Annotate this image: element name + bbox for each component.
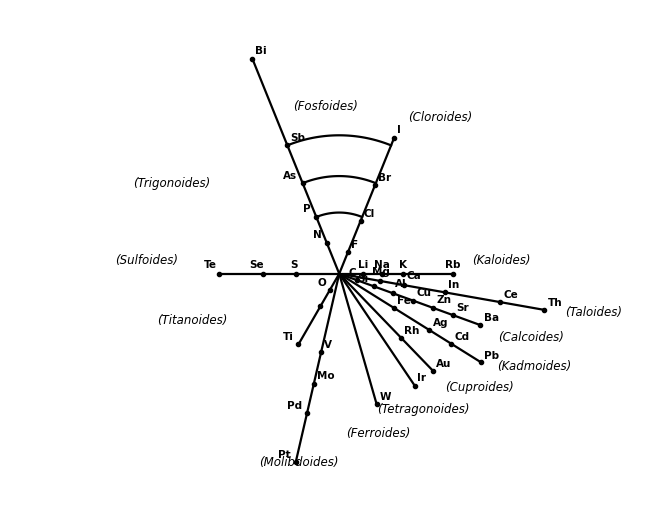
Text: Rh: Rh	[404, 326, 420, 336]
Text: C: C	[349, 268, 356, 278]
Text: In: In	[448, 280, 459, 290]
Text: (Cloroides): (Cloroides)	[408, 111, 472, 124]
Text: Na: Na	[374, 260, 390, 270]
Text: Mo: Mo	[317, 371, 334, 381]
Text: S: S	[290, 260, 298, 270]
Text: W: W	[380, 391, 391, 401]
Text: Se: Se	[250, 260, 264, 270]
Text: Br: Br	[378, 173, 392, 183]
Text: Ti: Ti	[283, 332, 294, 342]
Text: (Ferroides): (Ferroides)	[346, 427, 410, 440]
Text: Bi: Bi	[254, 46, 266, 56]
Text: Fe: Fe	[397, 296, 411, 306]
Text: N: N	[313, 230, 321, 240]
Text: (Sulfoides): (Sulfoides)	[115, 255, 178, 267]
Text: Au: Au	[436, 359, 452, 369]
Text: Ba: Ba	[484, 313, 499, 323]
Text: F: F	[351, 240, 359, 250]
Text: Ca: Ca	[407, 271, 422, 281]
Text: I: I	[397, 125, 401, 135]
Text: Th: Th	[547, 298, 562, 308]
Text: Te: Te	[204, 260, 217, 270]
Text: (Taloides): (Taloides)	[566, 306, 623, 319]
Text: P: P	[304, 204, 311, 214]
Text: (Molibdoides): (Molibdoides)	[259, 456, 338, 469]
Text: Sr: Sr	[457, 303, 469, 313]
Text: (Calcoides): (Calcoides)	[498, 330, 564, 343]
Text: Ir: Ir	[417, 372, 426, 382]
Text: (Cuproides): (Cuproides)	[445, 381, 514, 394]
Text: Pb: Pb	[484, 351, 499, 361]
Text: Pt: Pt	[278, 450, 290, 460]
Text: Mg: Mg	[371, 267, 390, 277]
Text: Cl: Cl	[364, 209, 375, 219]
Text: Pd: Pd	[286, 401, 302, 411]
Text: Ce: Ce	[503, 290, 518, 300]
Text: V: V	[325, 340, 332, 350]
Text: K: K	[399, 260, 407, 270]
Text: Ag: Ag	[432, 318, 448, 328]
Text: Cd: Cd	[455, 332, 470, 342]
Text: O: O	[317, 278, 327, 288]
Text: (Fosfoides): (Fosfoides)	[294, 100, 358, 114]
Text: (Trigonoides): (Trigonoides)	[133, 177, 210, 190]
Text: Sb: Sb	[290, 133, 306, 143]
Text: (Kadmoides): (Kadmoides)	[497, 360, 572, 373]
Text: Si: Si	[357, 274, 368, 284]
Text: (Kaloides): (Kaloides)	[472, 255, 531, 267]
Text: (Tetragonoides): (Tetragonoides)	[376, 403, 469, 416]
Text: Zn: Zn	[436, 295, 451, 305]
Text: Al: Al	[395, 279, 407, 289]
Text: (Titanoides): (Titanoides)	[157, 315, 227, 328]
Text: As: As	[283, 171, 297, 181]
Text: Rb: Rb	[445, 260, 461, 270]
Text: Li: Li	[357, 260, 368, 270]
Text: Cu: Cu	[416, 288, 431, 298]
